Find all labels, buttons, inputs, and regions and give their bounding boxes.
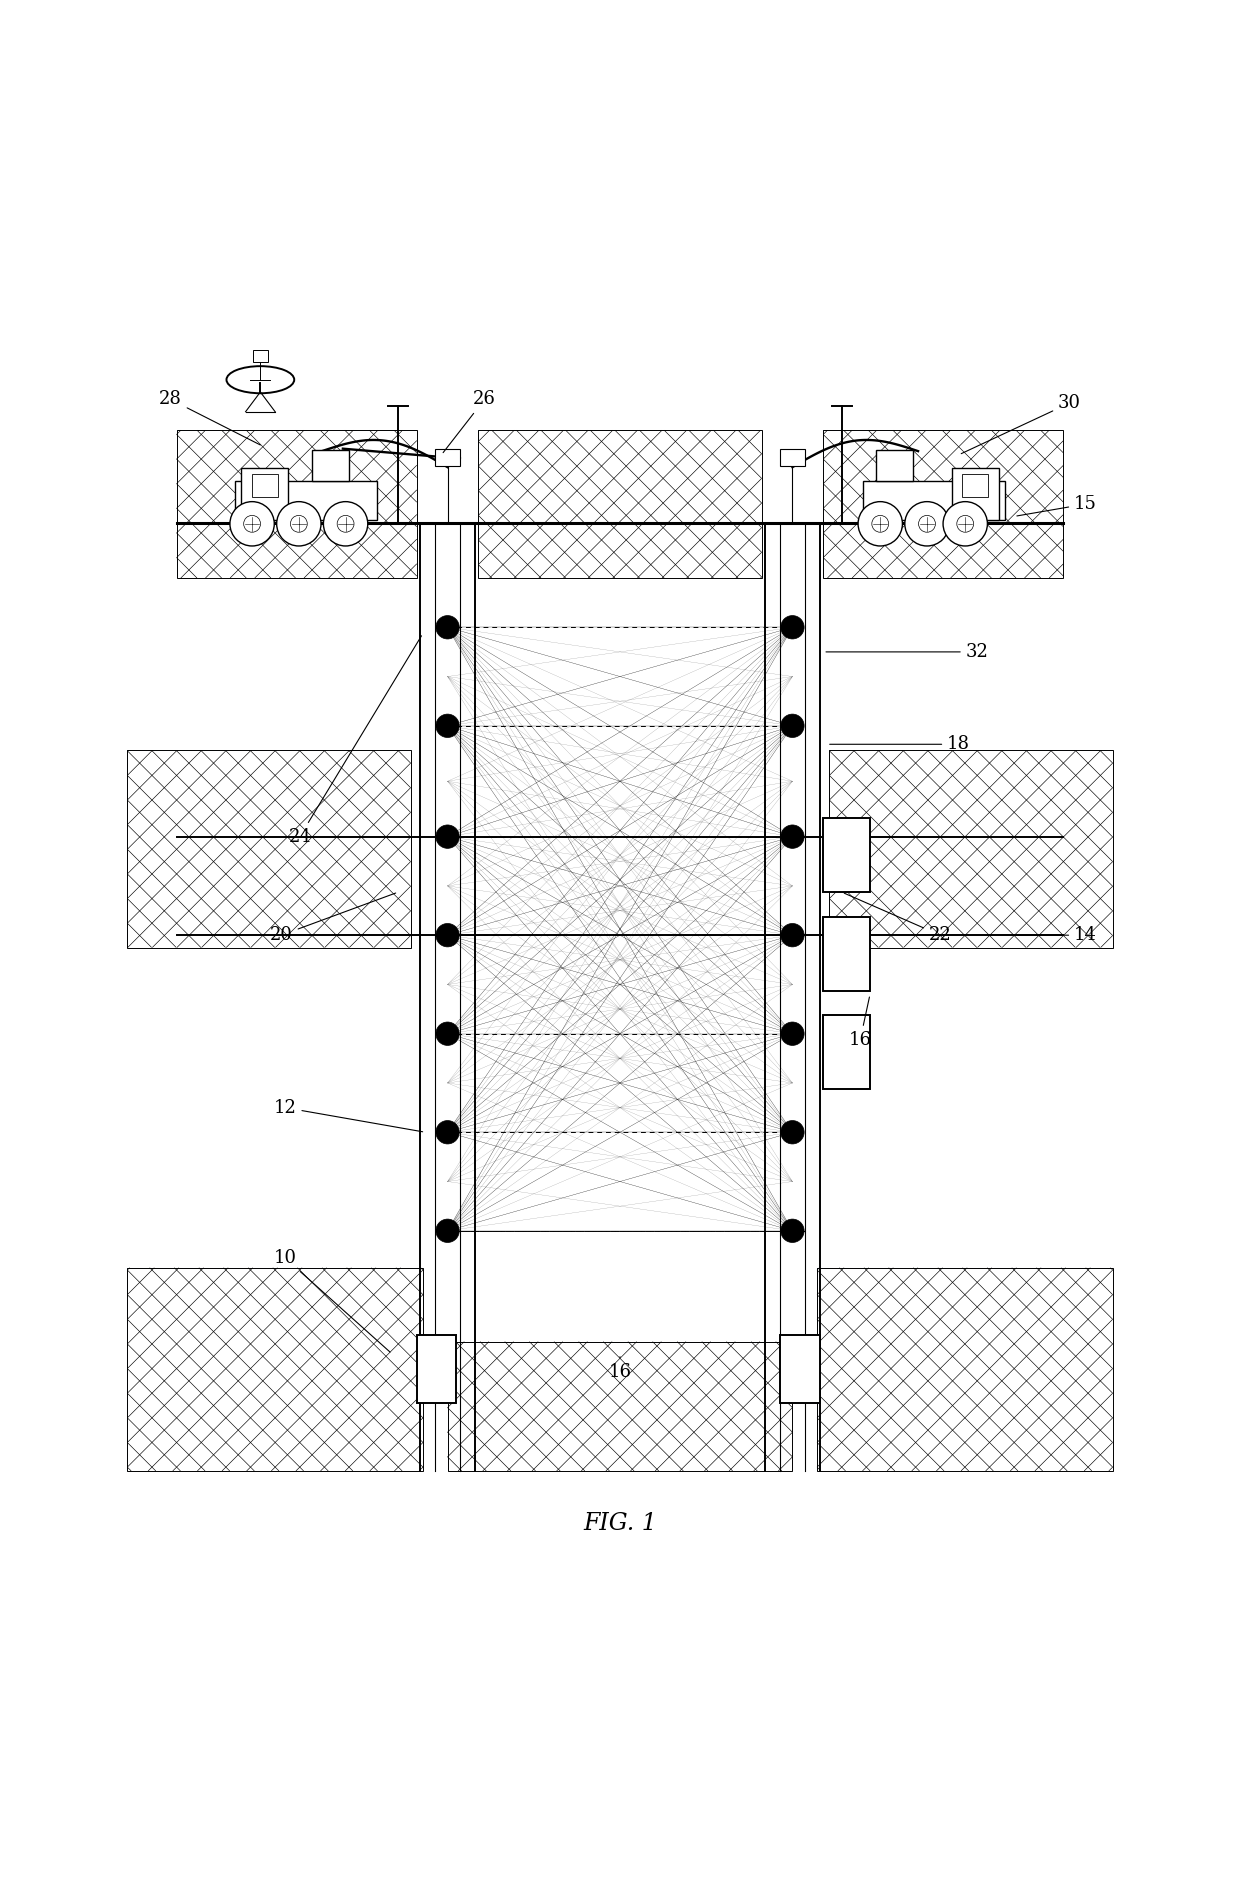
Text: 16: 16 [848, 997, 872, 1048]
Circle shape [436, 824, 459, 849]
Circle shape [781, 824, 804, 849]
Bar [962, 474, 988, 496]
Circle shape [781, 1218, 804, 1243]
Bar [448, 1342, 792, 1471]
Bar [863, 481, 1004, 519]
Circle shape [858, 502, 903, 546]
Bar [817, 1268, 1112, 1471]
Text: 12: 12 [274, 1099, 423, 1131]
Circle shape [229, 502, 274, 546]
Circle shape [781, 1021, 804, 1046]
Bar [479, 430, 761, 578]
Bar [830, 750, 1112, 948]
Circle shape [957, 515, 973, 532]
Circle shape [436, 1120, 459, 1145]
Text: 24: 24 [289, 637, 422, 845]
Text: 10: 10 [274, 1249, 391, 1353]
Text: 26: 26 [443, 390, 496, 453]
Bar [128, 750, 410, 948]
Text: 32: 32 [826, 642, 988, 661]
Circle shape [324, 502, 368, 546]
Bar [823, 1016, 870, 1090]
Circle shape [436, 923, 459, 948]
Circle shape [337, 515, 353, 532]
Text: 30: 30 [961, 394, 1081, 453]
Circle shape [436, 714, 459, 737]
Circle shape [944, 502, 987, 546]
Bar [830, 750, 1112, 948]
Circle shape [781, 1120, 804, 1145]
Bar [312, 449, 348, 481]
Circle shape [781, 616, 804, 639]
Text: FIG. 1: FIG. 1 [583, 1512, 657, 1535]
Text: 15: 15 [1017, 495, 1097, 515]
Bar [176, 430, 417, 578]
Circle shape [244, 515, 260, 532]
Bar [817, 1268, 1112, 1471]
Circle shape [781, 923, 804, 948]
Text: 28: 28 [159, 390, 260, 445]
Bar [479, 430, 761, 578]
Bar [417, 1336, 456, 1402]
Circle shape [872, 515, 889, 532]
Circle shape [436, 1021, 459, 1046]
Text: 20: 20 [270, 893, 396, 944]
Bar [128, 750, 410, 948]
Circle shape [919, 515, 935, 532]
Bar [252, 474, 278, 496]
Bar [128, 1268, 423, 1471]
Circle shape [781, 714, 804, 737]
Bar [875, 449, 913, 481]
Circle shape [290, 515, 308, 532]
Bar [236, 481, 377, 519]
Bar [823, 430, 1064, 578]
Circle shape [436, 616, 459, 639]
Bar [253, 351, 268, 362]
Circle shape [436, 1218, 459, 1243]
Bar [952, 468, 998, 519]
Text: 14: 14 [1017, 927, 1097, 944]
Bar [823, 819, 870, 893]
Bar [435, 449, 460, 466]
Bar [448, 1342, 792, 1471]
Text: 16: 16 [609, 1357, 631, 1381]
Text: 22: 22 [844, 893, 951, 944]
Bar [128, 1268, 423, 1471]
Circle shape [905, 502, 949, 546]
Bar [780, 449, 805, 466]
Ellipse shape [227, 366, 294, 394]
Bar [242, 468, 288, 519]
Bar [780, 1336, 820, 1402]
Bar [176, 430, 417, 578]
Bar [823, 917, 870, 991]
Bar [823, 430, 1064, 578]
Circle shape [277, 502, 321, 546]
Text: 18: 18 [830, 735, 970, 754]
